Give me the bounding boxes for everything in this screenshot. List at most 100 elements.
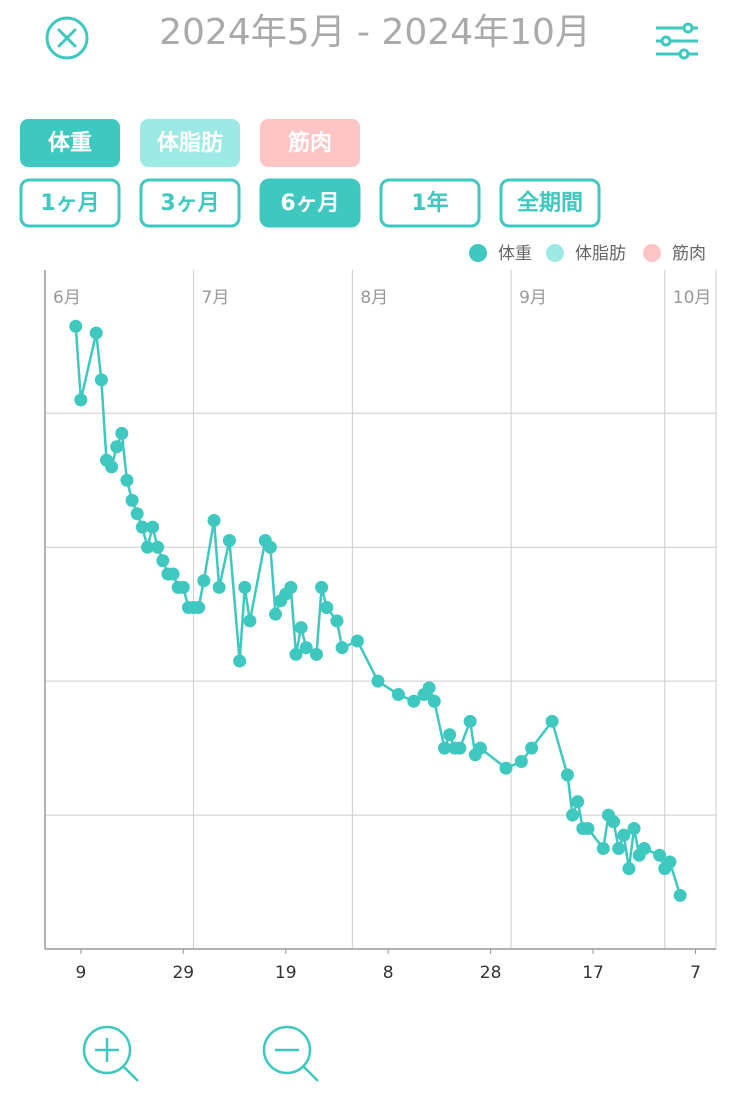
data-point [156, 554, 170, 568]
data-point [525, 741, 539, 755]
data-point [422, 681, 436, 695]
slider-knob [660, 35, 672, 47]
period-button-label: 全期間 [517, 190, 583, 216]
data-point [130, 507, 144, 521]
month-label: 10月 [673, 288, 712, 308]
data-point [514, 755, 528, 769]
data-point [222, 534, 236, 548]
legend-label: 体重 [498, 244, 532, 264]
data-point [453, 741, 467, 755]
month-label: 9月 [519, 288, 547, 308]
data-point [612, 842, 626, 856]
data-point [315, 580, 329, 594]
data-point [637, 842, 651, 856]
legend-swatch [469, 244, 487, 262]
data-point [69, 319, 83, 333]
data-point [371, 674, 385, 688]
data-point [146, 520, 160, 534]
data-point [309, 647, 323, 661]
header-title: 2024年5月 - 2024年10月 [159, 12, 591, 53]
data-point [176, 580, 190, 594]
slider-knob [678, 48, 690, 60]
metric-tab-label: 筋肉 [287, 130, 332, 156]
data-point [545, 714, 559, 728]
period-button-label: 1ヶ月 [40, 191, 99, 216]
data-point [74, 393, 88, 407]
data-point [473, 741, 487, 755]
zoom-minus [275, 1048, 319, 1082]
period-button[interactable] [379, 178, 481, 228]
data-point [299, 641, 313, 655]
data-point [627, 821, 641, 835]
data-point [289, 647, 303, 661]
data-point [263, 540, 277, 554]
close-button[interactable] [45, 16, 89, 60]
x-tick-label: 29 [172, 963, 194, 983]
data-point [166, 567, 180, 581]
data-point [407, 694, 421, 708]
data-point [571, 795, 585, 809]
x-tick-label: 19 [275, 963, 297, 983]
data-point [596, 842, 610, 856]
legend-label: 筋肉 [672, 244, 706, 264]
data-point [115, 426, 129, 440]
x-tick-label: 28 [480, 963, 502, 983]
metric-tab[interactable] [260, 119, 360, 167]
data-point [94, 373, 108, 387]
data-point [566, 808, 580, 822]
period-button-label: 1年 [411, 190, 448, 216]
data-point [663, 855, 677, 869]
x-tick-label: 9 [75, 963, 86, 983]
data-point [443, 728, 457, 742]
legend-swatch [643, 244, 661, 262]
close-icon [45, 16, 89, 60]
data-point [335, 641, 349, 655]
period-button[interactable] [259, 178, 361, 228]
zoom-in-button[interactable] [82, 1025, 139, 1082]
data-point [499, 761, 513, 775]
month-label: 6月 [53, 288, 81, 308]
x-tick-label: 7 [690, 963, 701, 983]
data-point [617, 828, 631, 842]
data-point [207, 513, 221, 527]
data-point [427, 694, 441, 708]
period-button[interactable] [19, 178, 121, 228]
data-point [243, 614, 257, 628]
data-point [268, 607, 282, 621]
data-point [105, 460, 119, 474]
data-point [653, 848, 667, 862]
data-point [233, 654, 247, 668]
data-point [238, 580, 252, 594]
metric-tab[interactable] [20, 119, 120, 167]
month-label: 7月 [202, 288, 230, 308]
metric-tab-label: 体重 [48, 131, 92, 156]
data-line [74, 326, 682, 896]
period-button[interactable] [499, 178, 601, 228]
period-button[interactable] [139, 178, 241, 228]
data-point [607, 815, 621, 829]
settings-button[interactable] [656, 22, 698, 60]
metric-tab[interactable] [140, 119, 240, 167]
data-point [673, 888, 687, 902]
zoom-lens [82, 1025, 132, 1075]
data-point [622, 862, 636, 876]
data-point [320, 600, 334, 614]
data-point [135, 520, 149, 534]
data-point [581, 821, 595, 835]
data-point [350, 634, 364, 648]
data-point [140, 540, 154, 554]
zoom-plus [95, 1038, 139, 1082]
data-point [110, 440, 124, 454]
zoom-out-button[interactable] [262, 1025, 319, 1082]
data-point [125, 493, 139, 507]
data-point [284, 580, 298, 594]
data-point [438, 741, 452, 755]
data-point [151, 540, 165, 554]
data-point [212, 580, 226, 594]
period-button-label: 6ヶ月 [280, 191, 339, 216]
legend-swatch [546, 244, 564, 262]
legend-label: 体脂肪 [575, 244, 626, 264]
zoom-lens [262, 1025, 312, 1075]
data-point [120, 473, 134, 487]
